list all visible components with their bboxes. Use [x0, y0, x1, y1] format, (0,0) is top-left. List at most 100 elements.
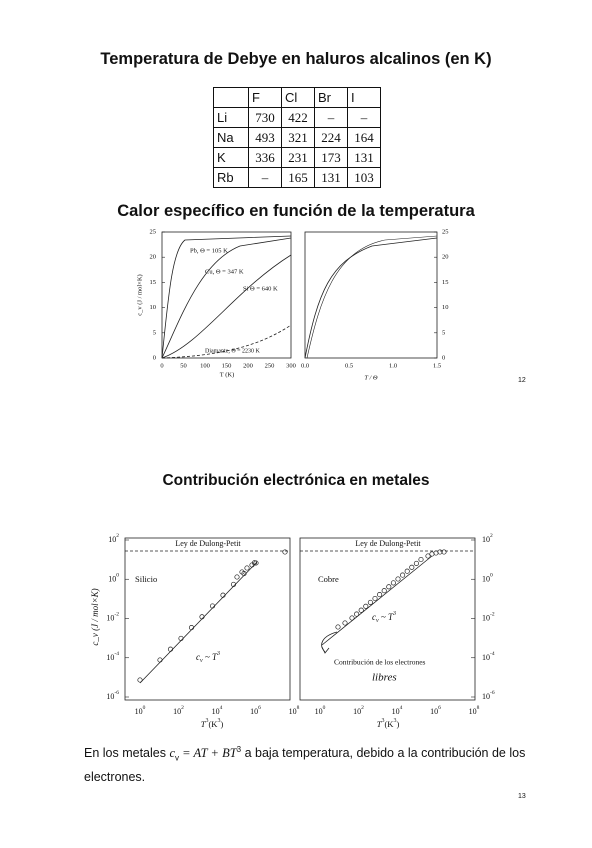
superscript: 3 — [217, 718, 220, 724]
tick-exp: 4 — [400, 705, 403, 711]
tick-label: 102 — [173, 705, 184, 716]
symbol: T — [377, 719, 383, 729]
tick-exp: 0 — [490, 573, 493, 579]
tick-exp: 0 — [116, 573, 119, 579]
handwritten-note: libres — [372, 672, 397, 684]
tick-base: 10 — [482, 692, 490, 701]
y-tick-label: 10 — [442, 304, 449, 311]
x-tick-label: 0 — [160, 362, 163, 369]
y-label: c_v (J / mol×K) — [136, 274, 143, 315]
cell: 493 — [248, 127, 282, 148]
row-label: Rb — [213, 167, 249, 188]
tick-label: 104 — [392, 705, 403, 716]
marker — [253, 560, 259, 566]
marker — [199, 614, 205, 620]
marker — [244, 565, 250, 571]
page-number: 13 — [518, 793, 526, 800]
law-text: ~ T — [203, 652, 218, 662]
tick-base: 10 — [353, 707, 361, 716]
x-label: T3(K3) — [201, 718, 224, 729]
marker — [367, 599, 373, 605]
tick-base: 10 — [482, 574, 490, 583]
tick-label: 100 — [315, 705, 326, 716]
tick-exp: 4 — [220, 705, 223, 711]
marker — [234, 574, 240, 580]
marker — [157, 657, 163, 663]
curve-label: Pb, Θ = 105 K — [190, 247, 228, 254]
tick-base: 10 — [106, 613, 114, 622]
x-label: T / Θ — [364, 374, 378, 381]
x-tick-label: 300 — [286, 362, 296, 369]
tick-exp: 0 — [323, 705, 326, 711]
caption-text: En los metales — [84, 746, 170, 761]
superscript: 3 — [236, 745, 242, 754]
plot-frame — [124, 537, 291, 701]
x-label: T3(K3) — [377, 718, 400, 729]
tick-exp: -4 — [490, 651, 495, 657]
x-tick-label: 0.0 — [301, 362, 309, 369]
curve-label: Cu, Θ = 347 K — [205, 268, 244, 275]
tick-base: 10 — [212, 707, 220, 716]
tick-exp: 8 — [297, 705, 300, 711]
tick-base: 10 — [482, 613, 490, 622]
x-tick-label: 100 — [200, 362, 210, 369]
law: cv ~ T3 — [372, 611, 396, 624]
law: cv ~ T3 — [196, 651, 220, 664]
tick-label: 10-4 — [106, 651, 119, 662]
plot-frame — [304, 231, 438, 359]
symbol: c — [196, 652, 200, 662]
superscript: 3 — [392, 611, 396, 617]
marker — [167, 646, 174, 652]
caption-text: a baja temperatura, debido a la contribu… — [84, 746, 526, 784]
material: Cobre — [318, 574, 339, 584]
tick-label: 10-6 — [106, 690, 119, 701]
y-tick-label: 25 — [150, 228, 157, 235]
marker — [425, 553, 431, 559]
data-points — [137, 549, 447, 683]
y-tick-label: 5 — [442, 329, 445, 336]
page-number: 12 — [518, 377, 526, 384]
tick-label: 10-2 — [482, 612, 495, 623]
tick-exp: 8 — [477, 705, 480, 711]
tick-base: 10 — [106, 653, 114, 662]
y-tick-label: 20 — [442, 254, 449, 261]
marker — [178, 635, 184, 641]
tick-base: 10 — [315, 707, 323, 716]
tick-exp: -2 — [490, 612, 495, 618]
tick-label: 102 — [353, 705, 364, 716]
symbol: c — [372, 612, 376, 622]
marker — [395, 576, 401, 582]
tick-label: 108 — [289, 705, 300, 716]
law-text: ~ T — [379, 612, 394, 622]
marker — [386, 584, 392, 590]
x-tick-label: 1.5 — [433, 362, 441, 369]
marker — [188, 625, 195, 631]
x-tick-label: 0.5 — [345, 362, 353, 369]
marker — [358, 607, 364, 613]
tick-base: 10 — [108, 535, 116, 544]
tick-label: 102 — [482, 533, 493, 544]
curve — [161, 254, 292, 359]
marker — [342, 620, 348, 626]
tick-exp: -4 — [114, 651, 119, 657]
marker — [409, 564, 415, 570]
tick-exp: 2 — [181, 705, 184, 711]
table-row: Rb –165 131 103 — [213, 167, 381, 188]
cell: 336 — [248, 147, 282, 168]
tick-base: 10 — [106, 692, 114, 701]
x-tick-label: 200 — [243, 362, 253, 369]
marker — [249, 562, 255, 568]
marker — [381, 588, 387, 594]
tick-exp: -6 — [490, 690, 495, 696]
marker — [441, 549, 447, 555]
tick-label: 106 — [250, 705, 261, 716]
marker — [377, 592, 383, 598]
marker — [400, 572, 406, 578]
marker — [413, 560, 419, 566]
tick-base: 10 — [469, 707, 477, 716]
y-tick-label: 25 — [442, 228, 449, 235]
cell: 165 — [281, 167, 315, 188]
y-tick-label: 0 — [442, 354, 445, 361]
cell: 224 — [314, 127, 348, 148]
